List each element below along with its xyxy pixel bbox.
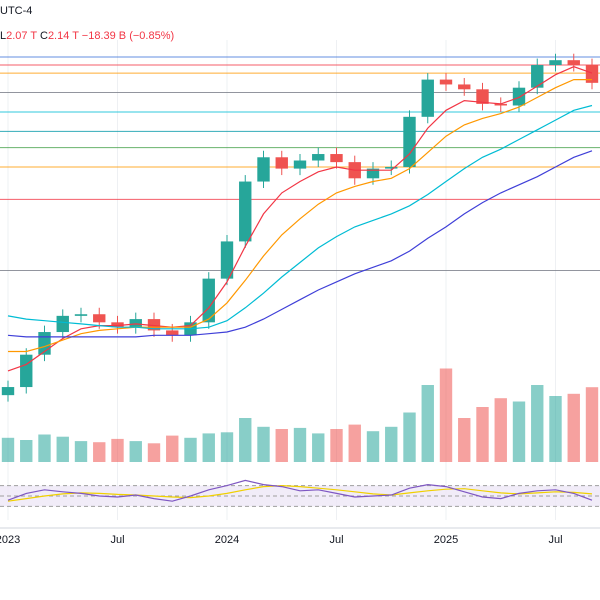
volume-bar bbox=[567, 393, 580, 462]
volume-bar bbox=[549, 396, 562, 462]
volume-bar bbox=[293, 427, 307, 462]
x-tick-label: Jul bbox=[548, 534, 562, 546]
close-value: 2.14 T bbox=[47, 30, 79, 42]
candle-body bbox=[385, 166, 398, 169]
volume-bars bbox=[1, 368, 599, 462]
rsi-ma-line bbox=[7, 484, 593, 502]
candle-body bbox=[1, 387, 15, 396]
candle-body bbox=[330, 154, 343, 163]
x-tick-label: 2024 bbox=[215, 534, 239, 546]
volume-bar bbox=[56, 436, 69, 462]
volume-bar bbox=[275, 429, 288, 462]
volume-bar bbox=[202, 433, 215, 462]
volume-bar bbox=[458, 418, 471, 462]
candle-body bbox=[147, 319, 161, 331]
moving-averages bbox=[7, 66, 593, 372]
volume-bar bbox=[585, 387, 599, 462]
volume-bar bbox=[512, 401, 526, 462]
volume-bar bbox=[74, 441, 88, 462]
x-tick-label: Jul bbox=[329, 534, 343, 546]
x-axis: 2023 Jul 2024 Jul 2025 Jul bbox=[0, 527, 600, 546]
candle-body bbox=[56, 315, 69, 333]
volume-bar bbox=[184, 437, 197, 462]
volume-bar bbox=[312, 433, 325, 462]
volume-bar bbox=[1, 437, 15, 462]
close-label: C bbox=[39, 30, 48, 42]
ema-mid-line bbox=[8, 79, 592, 353]
rsi-line bbox=[7, 479, 593, 502]
candle-body bbox=[93, 314, 106, 323]
candle-body bbox=[312, 154, 325, 161]
volume-bar bbox=[330, 429, 343, 462]
volume-bar bbox=[257, 426, 270, 462]
ohlc-readout: L2.07 T C2.14 T −18.39 B (−0.85%) bbox=[0, 30, 174, 42]
low-value: 2.07 T bbox=[6, 30, 37, 42]
volume-bar bbox=[93, 442, 106, 462]
volume-bar bbox=[111, 438, 124, 462]
volume-bar bbox=[494, 398, 507, 462]
volume-bar bbox=[20, 440, 33, 462]
candle-body bbox=[111, 322, 124, 328]
volume-bar bbox=[348, 424, 361, 462]
candle-body bbox=[257, 157, 270, 182]
volume-bar bbox=[166, 435, 179, 462]
candle-body bbox=[458, 84, 471, 90]
candle-body bbox=[512, 87, 526, 106]
volume-bar bbox=[366, 431, 380, 462]
volume-bar bbox=[220, 432, 234, 462]
candle-body bbox=[403, 116, 416, 167]
candle-body bbox=[531, 65, 544, 88]
volume-bar bbox=[531, 385, 544, 462]
candle-body bbox=[20, 354, 33, 388]
x-tick-label: 2025 bbox=[434, 534, 458, 546]
timezone-label: UTC-4 bbox=[0, 5, 33, 17]
candle-body bbox=[585, 65, 599, 83]
ema-slow-line bbox=[7, 104, 593, 330]
change-value: −18.39 B (−0.85%) bbox=[81, 30, 175, 42]
volume-bar bbox=[147, 443, 161, 462]
candle-body bbox=[166, 330, 179, 336]
x-tick-label: 2023 bbox=[0, 534, 20, 546]
candle-body bbox=[129, 319, 142, 328]
candle-body bbox=[366, 168, 380, 179]
candle-body bbox=[476, 89, 489, 104]
candle-body bbox=[293, 160, 307, 169]
candlestick-series bbox=[1, 53, 599, 402]
rsi-pane bbox=[0, 479, 600, 507]
candle-body bbox=[239, 181, 252, 242]
volume-bar bbox=[129, 441, 142, 462]
volume-bar bbox=[38, 434, 51, 462]
candle-body bbox=[220, 241, 234, 279]
candle-body bbox=[494, 103, 507, 106]
volume-bar bbox=[421, 385, 434, 462]
volume-bar bbox=[476, 407, 489, 462]
ema-long-line bbox=[7, 150, 593, 338]
volume-bar bbox=[239, 418, 252, 462]
volume-bar bbox=[385, 426, 398, 462]
candle-body bbox=[421, 79, 434, 117]
volume-bar bbox=[403, 412, 416, 462]
candle-body bbox=[439, 79, 453, 85]
chart-header: UTC-4 bbox=[0, 5, 32, 17]
candle-body bbox=[567, 60, 580, 66]
low-label: L bbox=[0, 30, 7, 42]
x-tick-label: Jul bbox=[110, 534, 124, 546]
rsi-band bbox=[0, 485, 600, 507]
candle-body bbox=[74, 314, 88, 316]
horizontal-levels bbox=[0, 56, 600, 272]
candle-body bbox=[275, 157, 288, 169]
volume-bar bbox=[439, 368, 453, 462]
candle-body bbox=[549, 60, 562, 66]
